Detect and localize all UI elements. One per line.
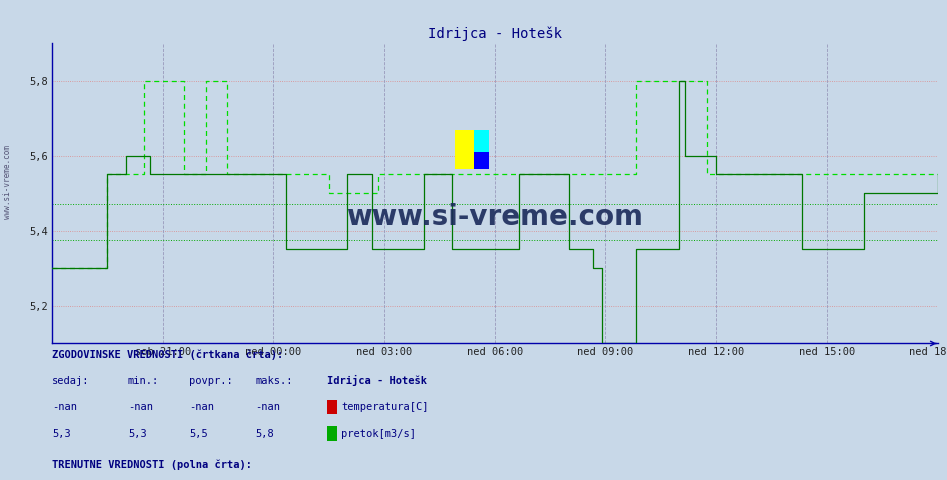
Text: 5,8: 5,8 [256,429,275,439]
Text: pretok[m3/s]: pretok[m3/s] [341,429,416,439]
Text: 5,3: 5,3 [128,429,147,439]
Title: Idrijca - Hotešk: Idrijca - Hotešk [428,26,562,41]
Text: www.si-vreme.com: www.si-vreme.com [3,145,12,219]
Bar [474,152,489,169]
Text: min.:: min.: [128,376,159,386]
Text: temperatura[C]: temperatura[C] [341,402,428,412]
Text: TRENUTNE VREDNOSTI (polna črta):: TRENUTNE VREDNOSTI (polna črta): [52,459,252,470]
Text: -nan: -nan [128,402,152,412]
Text: povpr.:: povpr.: [189,376,233,386]
Bar [455,130,474,169]
Text: 5,3: 5,3 [52,429,71,439]
Bar [474,130,489,152]
Text: maks.:: maks.: [256,376,294,386]
Text: www.si-vreme.com: www.si-vreme.com [347,203,643,231]
Text: -nan: -nan [52,402,77,412]
Text: -nan: -nan [189,402,214,412]
Text: ZGODOVINSKE VREDNOSTI (črtkana črta):: ZGODOVINSKE VREDNOSTI (črtkana črta): [52,349,283,360]
Text: sedaj:: sedaj: [52,376,90,386]
Text: -nan: -nan [256,402,280,412]
Text: 5,5: 5,5 [189,429,208,439]
Text: Idrijca - Hotešk: Idrijca - Hotešk [327,375,427,386]
